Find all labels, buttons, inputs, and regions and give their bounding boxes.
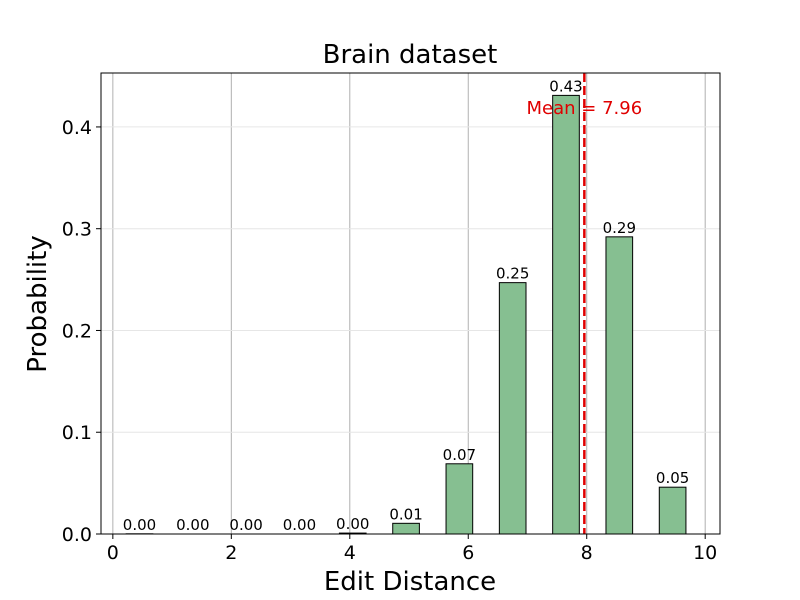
bar-value-label: 0.25 <box>496 265 529 283</box>
bar-value-label: 0.00 <box>336 515 369 533</box>
x-tick-label: 8 <box>581 542 593 564</box>
bars-layer <box>125 94 687 535</box>
bar <box>552 94 580 535</box>
y-tick-label: 0.4 <box>62 117 92 139</box>
bar <box>658 486 687 535</box>
bar-value-label: 0.01 <box>389 505 422 523</box>
bar <box>445 463 474 535</box>
y-axis-label: Probability <box>23 235 53 372</box>
bar-value-label: 0.00 <box>176 516 209 534</box>
bar <box>498 282 527 535</box>
bar-value-labels: 0.00 0.00 0.00 0.00 0.00 0.01 0.07 0.25 0.43 0.29… <box>123 77 690 534</box>
y-tick-label: 0.1 <box>62 422 92 444</box>
x-tick-label: 10 <box>693 542 717 564</box>
bar-value-label: 0.29 <box>603 219 636 237</box>
chart-title: Brain dataset <box>323 40 498 70</box>
plot-frame <box>100 72 721 535</box>
x-tick-label: 6 <box>462 542 474 564</box>
y-tick-label: 0.2 <box>62 320 92 342</box>
x-axis-label: Edit Distance <box>324 567 496 597</box>
bar-value-label: 0.07 <box>443 446 476 464</box>
x-tick-label: 0 <box>107 542 119 564</box>
bar-value-label: 0.43 <box>549 77 582 95</box>
x-tick-label: 4 <box>344 542 356 564</box>
bar <box>605 236 634 535</box>
bar-value-label: 0.00 <box>283 516 316 534</box>
bar-value-label: 0.00 <box>229 516 262 534</box>
x-tick-label: 2 <box>225 542 237 564</box>
bar-value-label: 0.00 <box>123 516 156 534</box>
bar-value-label: 0.05 <box>656 469 689 487</box>
y-tick-label: 0.0 <box>62 524 92 546</box>
ticks-layer: 0 2 4 6 8 10 0.0 0.1 0.2 0.3 0.4 <box>62 117 718 564</box>
mean-annotation: Mean = 7.96 <box>527 98 643 119</box>
bar <box>392 522 420 535</box>
y-tick-label: 0.3 <box>62 219 92 241</box>
